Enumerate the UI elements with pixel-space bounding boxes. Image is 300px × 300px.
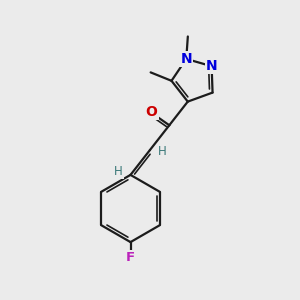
Text: N: N — [181, 52, 192, 66]
Text: N: N — [206, 59, 218, 73]
Text: F: F — [126, 250, 135, 264]
Text: F: F — [126, 250, 135, 264]
Text: O: O — [144, 103, 156, 118]
Text: H: H — [114, 165, 123, 178]
Text: O: O — [146, 105, 158, 119]
Text: H: H — [158, 145, 166, 158]
